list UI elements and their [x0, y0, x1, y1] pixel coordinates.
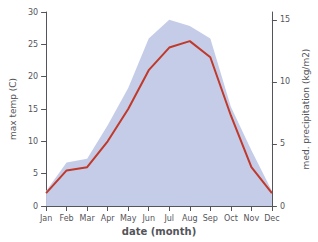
svg-text:Feb: Feb [60, 214, 74, 223]
svg-text:Mar: Mar [80, 214, 96, 223]
svg-text:Oct: Oct [224, 214, 238, 223]
svg-text:Sep: Sep [203, 214, 218, 223]
svg-text:0: 0 [280, 202, 285, 211]
svg-text:Aug: Aug [182, 214, 198, 223]
svg-text:Apr: Apr [101, 214, 116, 223]
svg-text:Jan: Jan [39, 214, 52, 223]
svg-text:10: 10 [280, 77, 290, 86]
svg-text:May: May [120, 214, 137, 223]
svg-text:15: 15 [280, 15, 290, 24]
svg-text:30: 30 [28, 8, 38, 17]
svg-text:5: 5 [33, 169, 38, 178]
svg-text:max temp (C): max temp (C) [8, 78, 18, 140]
svg-text:Dec: Dec [264, 214, 279, 223]
svg-text:Nov: Nov [244, 214, 260, 223]
svg-text:med. precipitation (kg/m2): med. precipitation (kg/m2) [301, 49, 311, 170]
svg-text:Jun: Jun [141, 214, 155, 223]
svg-text:10: 10 [28, 137, 38, 146]
svg-text:15: 15 [28, 105, 38, 114]
svg-text:0: 0 [33, 202, 38, 211]
svg-text:Jul: Jul [163, 214, 174, 223]
svg-text:5: 5 [280, 139, 285, 148]
svg-text:date (month): date (month) [122, 226, 196, 237]
svg-text:20: 20 [28, 72, 38, 81]
svg-text:25: 25 [28, 40, 38, 49]
